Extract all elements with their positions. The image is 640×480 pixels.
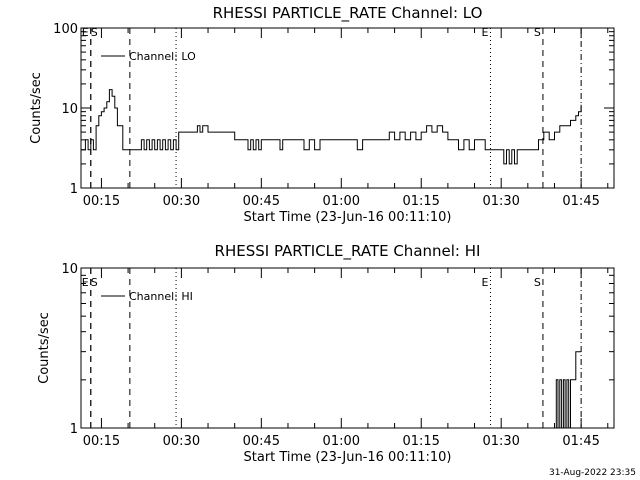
chart-hi-x-axis-label: Start Time (23-Jun-16 00:11:10) [244, 450, 452, 465]
chart-lo-marker-label: E [482, 26, 489, 39]
chart-hi-frame [80, 267, 615, 429]
panel-hi: RHESSI PARTICLE_RATE Channel: HI 1 10 00:15… [37, 242, 615, 465]
chart-lo-y-tick-label: 1 [70, 182, 78, 197]
chart-lo-marker-label: S [534, 26, 541, 39]
chart-hi-marker-label: S [534, 276, 541, 289]
chart-hi-marker-label: S [91, 276, 98, 289]
chart-hi-x-tick-label: 01:30 [482, 434, 519, 449]
chart-hi-x-tick-label: 00:15 [83, 434, 120, 449]
chart-hi-marker-label: E [482, 276, 489, 289]
chart-hi-legend-label: Channel: HI [129, 290, 193, 303]
chart-hi-x-tick-label: 00:45 [243, 434, 280, 449]
chart-lo-x-tick-label: 00:15 [83, 194, 120, 209]
chart-hi-y-axis-label: Counts/sec [37, 312, 52, 384]
chart-lo-x-tick-label: 00:30 [163, 194, 200, 209]
chart-lo-y-axis-label: Counts/sec [29, 72, 44, 144]
chart-lo-marker-label: E [82, 26, 89, 39]
footer-timestamp: 31-Aug-2022 23:35 [549, 468, 636, 478]
panel-lo: RHESSI PARTICLE_RATE Channel: LO 1 10 100 00… [29, 4, 615, 225]
chart-lo-marker-label: S [91, 26, 98, 39]
chart-lo-x-tick-label: 01:15 [402, 194, 439, 209]
chart-hi-series-line [554, 351, 582, 429]
chart-lo-title: RHESSI PARTICLE_RATE Channel: LO [213, 4, 483, 23]
chart-hi-y-tick-label: 10 [61, 262, 78, 277]
chart-lo-x-axis-label: Start Time (23-Jun-16 00:11:10) [244, 210, 452, 225]
chart-hi-x-tick-label: 01:00 [323, 434, 360, 449]
chart-lo-y-tick-label: 10 [61, 102, 78, 117]
chart-hi-y-tick-label: 1 [70, 422, 78, 437]
chart-lo-x-tick-label: 00:45 [243, 194, 280, 209]
chart-lo-legend-label: Channel: LO [129, 50, 196, 63]
chart-hi-x-tick-label: 01:45 [562, 434, 599, 449]
chart-hi-marker-label: E [82, 276, 89, 289]
chart-lo-y-tick-label: 100 [53, 22, 78, 37]
chart-lo-x-tick-label: 01:00 [323, 194, 360, 209]
chart-lo-series-line [81, 89, 582, 165]
chart-lo-x-tick-label: 01:45 [562, 194, 599, 209]
chart-hi-title: RHESSI PARTICLE_RATE Channel: HI [215, 242, 481, 261]
chart-lo-x-tick-label: 01:30 [482, 194, 519, 209]
chart-hi-x-tick-label: 01:15 [402, 434, 439, 449]
chart-hi-x-tick-label: 00:30 [163, 434, 200, 449]
